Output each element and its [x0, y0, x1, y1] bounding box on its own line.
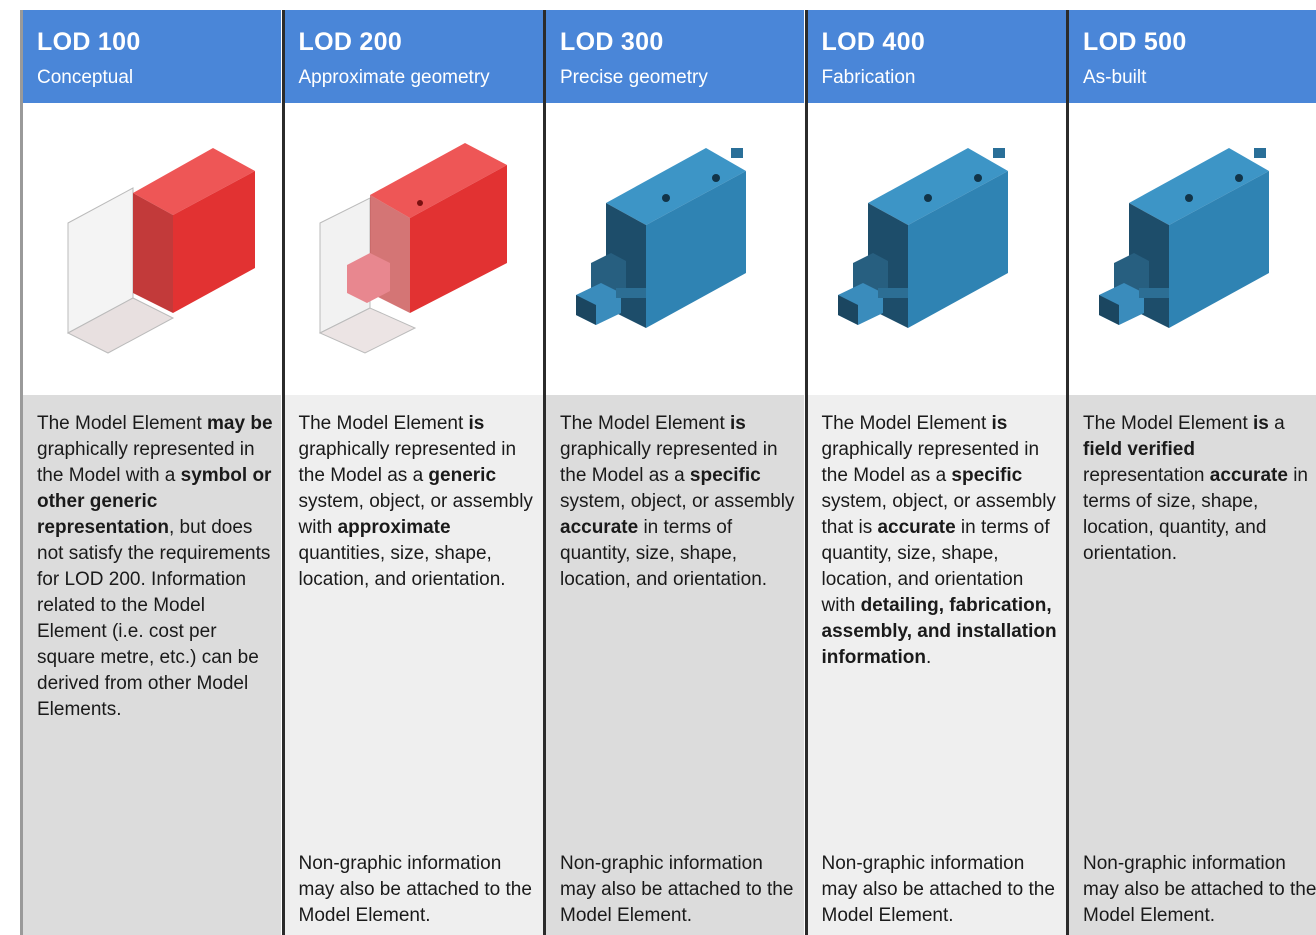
column-body: The Model Element is a field verified re… — [1069, 395, 1316, 935]
model-illustration — [23, 103, 281, 395]
column-header: LOD 500 As-built — [1069, 10, 1316, 103]
description-run: a — [1268, 413, 1285, 434]
description-run: The Model Element — [560, 413, 731, 434]
description-run: graphically represented in the Model as … — [560, 439, 778, 486]
lod-level: LOD 400 — [821, 28, 926, 56]
lod-level: LOD 200 — [298, 28, 403, 56]
description-run: quantities, size, shape, location, and o… — [298, 543, 506, 590]
description-run: The Model Element — [821, 413, 992, 434]
description-run: The Model Element — [37, 413, 208, 434]
lod-name: As-built — [1083, 67, 1147, 88]
note: Non-graphic information may also be atta… — [560, 853, 794, 926]
description-run: specific — [951, 465, 1023, 486]
lod-level: LOD 100 — [37, 28, 141, 56]
column-header: LOD 200 Approximate geometry — [284, 10, 543, 103]
description-run: accurate — [1209, 465, 1288, 486]
description-run: The Model Element — [298, 413, 469, 434]
description-run: approximate — [337, 517, 451, 538]
model-image — [837, 148, 1008, 328]
column-header: LOD 100 Conceptual — [23, 10, 281, 103]
description-run: in terms of quantity, size, shape, locat… — [560, 517, 768, 590]
description-run: graphically represented in the Model as … — [821, 439, 1040, 486]
model-image — [319, 142, 507, 354]
description-run: is — [468, 413, 485, 434]
description-run: system, object, or assembly that is — [821, 491, 1056, 538]
description-run: The Model Element — [1083, 413, 1254, 434]
lod-column: LOD 300 Precise geometry The Model Element… — [543, 10, 804, 935]
description-run: accurate — [877, 517, 956, 538]
description-run: in terms of size, shape, location, quant… — [1083, 465, 1308, 564]
lod-name: Precise geometry — [560, 67, 708, 88]
description-run: may be — [207, 413, 273, 434]
description-run: symbol or other generic representation — [37, 465, 272, 538]
description: The Model Element may be graphically rep… — [37, 411, 275, 723]
note: Non-graphic information may also be atta… — [821, 853, 1055, 926]
column-body: The Model Element may be graphically rep… — [23, 395, 281, 935]
description-run: graphically represented in the Model wit… — [37, 439, 255, 486]
description-run: . — [926, 647, 932, 668]
model-illustration — [807, 103, 1066, 395]
description-run: detailing, fabrication, assembly, and in… — [821, 595, 1057, 668]
lod-column: LOD 500 As-built The Model Element is a fi… — [1066, 10, 1316, 935]
model-illustration — [546, 103, 804, 395]
column-body: The Model Element is graphically represe… — [807, 395, 1066, 935]
column-body: The Model Element is graphically represe… — [284, 395, 543, 935]
model-image — [67, 147, 256, 354]
column-header: LOD 400 Fabrication — [807, 10, 1066, 103]
lod-column: LOD 100 Conceptual The Model Element may b… — [20, 10, 281, 935]
description-run: is — [1253, 413, 1269, 434]
description-run: in terms of quantity, size, shape, locat… — [821, 517, 1050, 616]
description-run: system, object, or assembly with — [298, 491, 533, 538]
description-run: is — [991, 413, 1008, 434]
model-image — [576, 148, 746, 328]
column-body: The Model Element is graphically represe… — [546, 395, 804, 935]
note: Non-graphic information may also be atta… — [1083, 853, 1316, 926]
description-run: generic — [428, 465, 497, 486]
lod-column: LOD 400 Fabrication The Model Element is g… — [804, 10, 1066, 935]
description-run: representation — [1083, 465, 1210, 486]
description: The Model Element is graphically represe… — [822, 411, 1060, 671]
description-run: accurate — [560, 517, 639, 538]
model-image — [1099, 148, 1269, 328]
column-header: LOD 300 Precise geometry — [546, 10, 804, 103]
lod-level: LOD 300 — [560, 28, 664, 56]
lod-name: Approximate geometry — [298, 67, 490, 88]
description-run: is — [730, 413, 746, 434]
lod-name: Conceptual — [37, 67, 134, 88]
lod-level: LOD 500 — [1083, 28, 1187, 56]
lod-table: LOD 100 Conceptual The Model Element may b… — [20, 10, 1316, 935]
description: The Model Element is graphically represe… — [560, 411, 798, 593]
model-illustration — [1069, 103, 1316, 395]
description-run: system, object, or assembly — [560, 491, 795, 512]
description-run: specific — [689, 465, 761, 486]
lod-column: LOD 200 Approximate geometry The Model Ele… — [281, 10, 543, 935]
description-run: field verified — [1083, 439, 1195, 460]
note: Non-graphic information may also be atta… — [298, 853, 532, 926]
lod-name: Fabrication — [821, 67, 916, 88]
model-illustration — [284, 103, 543, 395]
description-run: , but does not satisfy the requirements … — [37, 517, 271, 720]
description: The Model Element is a field verified re… — [1083, 411, 1316, 567]
description-run: graphically represented in the Model as … — [298, 439, 517, 486]
description: The Model Element is graphically represe… — [299, 411, 537, 593]
